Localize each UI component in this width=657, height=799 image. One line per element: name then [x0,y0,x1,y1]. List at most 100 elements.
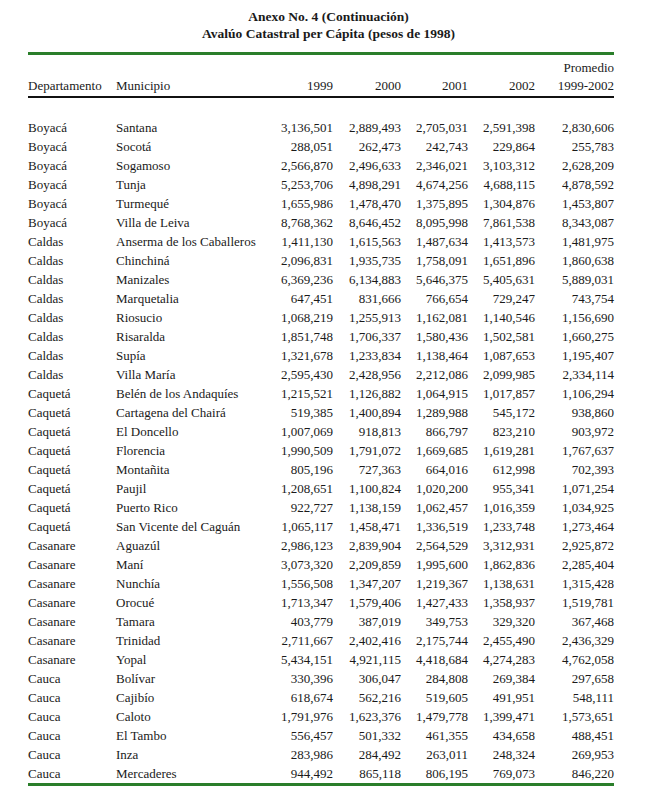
departamento-cell: Caldas [28,251,116,270]
promedio-cell: 255,783 [535,137,614,156]
table-row: CaquetáBelén de los Andaquíes1,215,5211,… [28,384,614,403]
value-2001-cell: 263,011 [401,745,468,764]
value-2002-cell: 1,304,876 [468,194,535,213]
promedio-cell: 4,878,592 [535,175,614,194]
municipio-cell: Aguazúl [116,536,264,555]
title-line-2: Avalúo Catastral per Cápita (pesos de 19… [0,25,657,42]
value-1999-cell: 2,986,123 [264,536,333,555]
value-2000-cell: 284,492 [333,745,401,764]
table-row: CaucaMercaderes944,492865,118806,195769,… [28,764,614,785]
value-1999-cell: 3,136,501 [264,118,333,137]
value-2000-cell: 1,615,563 [333,232,401,251]
municipio-cell: Caloto [116,707,264,726]
table-row: CaquetáFlorencia1,990,5091,791,0721,669,… [28,441,614,460]
municipio-cell: Santana [116,118,264,137]
promedio-cell: 743,754 [535,289,614,308]
departamento-cell: Casanare [28,612,116,631]
table-row: CaquetáSan Vicente del Caguán1,065,1171,… [28,517,614,536]
value-2001-cell: 242,743 [401,137,468,156]
value-2001-cell: 519,605 [401,688,468,707]
value-2002-cell: 1,016,359 [468,498,535,517]
avaluo-table: Promedio Departamento Municipio 1999 200… [28,52,614,786]
municipio-cell: Tunja [116,175,264,194]
value-1999-cell: 8,768,362 [264,213,333,232]
municipio-cell: Bolívar [116,669,264,688]
value-2001-cell: 1,219,367 [401,574,468,593]
departamento-cell: Boyacá [28,194,116,213]
value-2000-cell: 4,898,291 [333,175,401,194]
table-row: CaucaCaloto1,791,9761,623,3761,479,7781,… [28,707,614,726]
value-2002-cell: 5,405,631 [468,270,535,289]
value-2000-cell: 1,347,207 [333,574,401,593]
value-2001-cell: 1,669,685 [401,441,468,460]
promedio-cell: 1,156,690 [535,308,614,327]
value-2000-cell: 1,935,735 [333,251,401,270]
municipio-cell: Risaralda [116,327,264,346]
table-row: CaucaCajibío618,674562,216519,605491,951… [28,688,614,707]
municipio-cell: Florencia [116,441,264,460]
value-2002-cell: 491,951 [468,688,535,707]
value-2000-cell: 831,666 [333,289,401,308]
value-2000-cell: 1,791,072 [333,441,401,460]
value-2001-cell: 1,064,915 [401,384,468,403]
table-row: BoyacáTurmequé1,655,9861,478,4701,375,89… [28,194,614,213]
value-1999-cell: 2,711,667 [264,631,333,650]
value-2000-cell: 2,428,956 [333,365,401,384]
municipio-cell: Cartagena del Chairá [116,403,264,422]
departamento-cell: Casanare [28,536,116,555]
value-2001-cell: 2,175,744 [401,631,468,650]
municipio-cell: Montañita [116,460,264,479]
value-1999-cell: 1,990,509 [264,441,333,460]
municipio-cell: Puerto Rico [116,498,264,517]
value-2001-cell: 1,758,091 [401,251,468,270]
value-1999-cell: 288,051 [264,137,333,156]
value-2001-cell: 1,375,895 [401,194,468,213]
value-2002-cell: 1,413,573 [468,232,535,251]
promedio-cell: 548,111 [535,688,614,707]
value-1999-cell: 2,595,430 [264,365,333,384]
departamento-cell: Boyacá [28,213,116,232]
departamento-cell: Cauca [28,707,116,726]
value-2000-cell: 1,100,824 [333,479,401,498]
value-2002-cell: 329,320 [468,612,535,631]
municipio-cell: Orocué [116,593,264,612]
header-2000: 2000 [333,76,401,97]
value-2002-cell: 1,651,896 [468,251,535,270]
value-2002-cell: 1,619,281 [468,441,535,460]
value-2002-cell: 1,138,631 [468,574,535,593]
value-2001-cell: 1,062,457 [401,498,468,517]
value-2000-cell: 2,496,633 [333,156,401,175]
value-2001-cell: 1,995,600 [401,555,468,574]
value-2000-cell: 1,623,376 [333,707,401,726]
departamento-cell: Cauca [28,669,116,688]
departamento-cell: Caldas [28,308,116,327]
header-1999: 1999 [264,76,333,97]
value-2000-cell: 4,921,115 [333,650,401,669]
departamento-cell: Casanare [28,650,116,669]
promedio-cell: 2,925,872 [535,536,614,555]
municipio-cell: Chinchiná [116,251,264,270]
table-row: CaldasManizales6,369,2366,134,8835,646,3… [28,270,614,289]
value-2001-cell: 5,646,375 [401,270,468,289]
document-titles: Anexo No. 4 (Continuación) Avalúo Catast… [0,8,657,42]
promedio-cell: 1,034,925 [535,498,614,517]
table-row: BoyacáVilla de Leiva8,768,3628,646,4528,… [28,213,614,232]
promedio-cell: 1,315,428 [535,574,614,593]
departamento-cell: Cauca [28,688,116,707]
value-1999-cell: 519,385 [264,403,333,422]
table-row: CaquetáMontañita805,196727,363664,016612… [28,460,614,479]
value-2000-cell: 2,889,493 [333,118,401,137]
departamento-cell: Caquetá [28,441,116,460]
value-2002-cell: 769,073 [468,764,535,785]
value-1999-cell: 2,566,870 [264,156,333,175]
value-1999-cell: 618,674 [264,688,333,707]
value-1999-cell: 330,396 [264,669,333,688]
promedio-header-row: Promedio [28,54,614,77]
table-row: CaldasMarquetalia647,451831,666766,65472… [28,289,614,308]
value-2000-cell: 8,646,452 [333,213,401,232]
departamento-cell: Caldas [28,232,116,251]
value-2002-cell: 3,103,312 [468,156,535,175]
table-row: CaldasRiosucio1,068,2191,255,9131,162,08… [28,308,614,327]
departamento-cell: Caquetá [28,403,116,422]
promedio-cell: 2,628,209 [535,156,614,175]
